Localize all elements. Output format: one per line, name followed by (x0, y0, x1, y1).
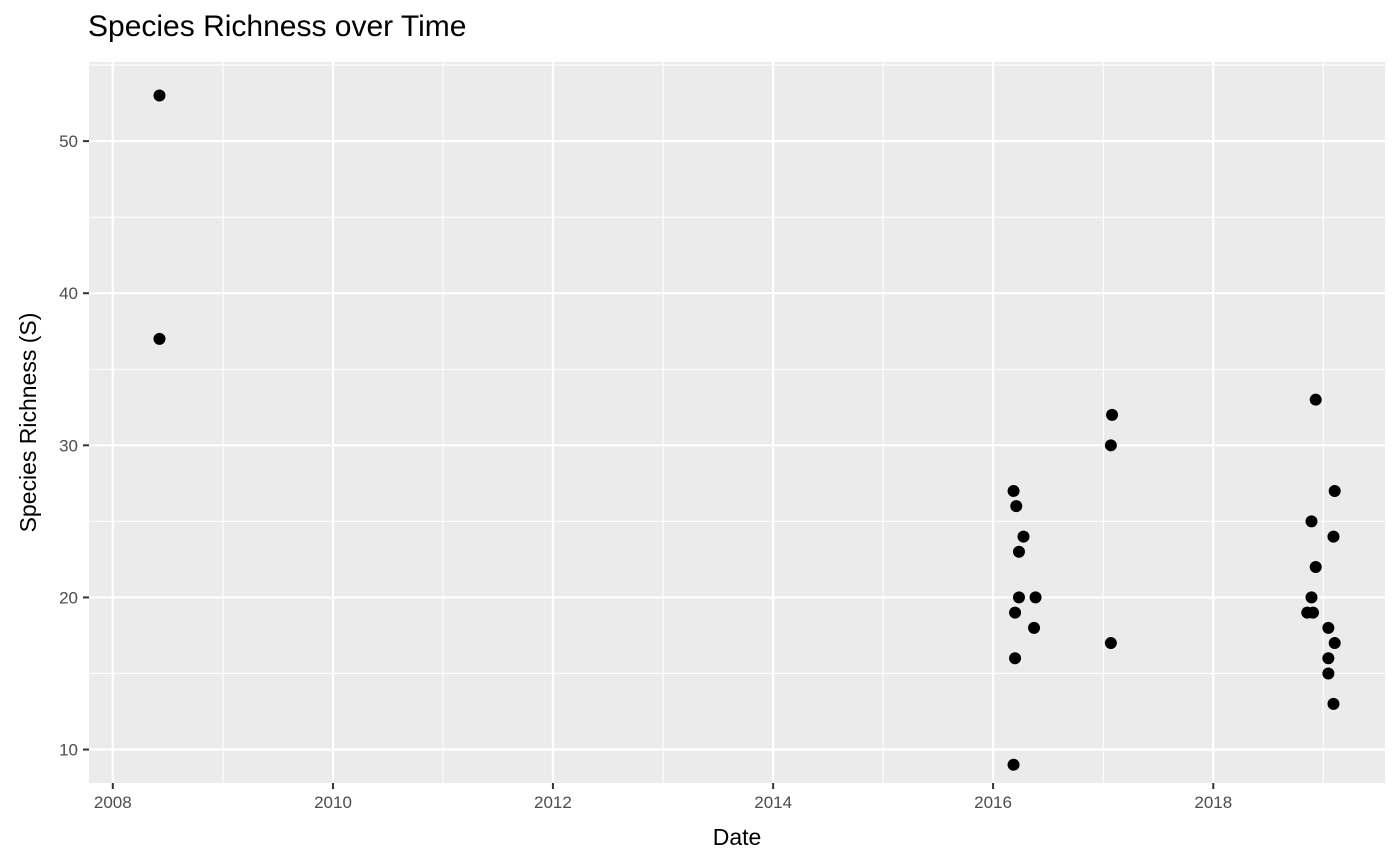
data-point (1009, 606, 1022, 619)
y-tick-label: 40 (59, 284, 78, 303)
data-point (1328, 484, 1341, 497)
grid-major (89, 62, 1385, 783)
chart-title: Species Richness over Time (88, 10, 467, 43)
data-point (1309, 561, 1322, 574)
y-axis-title: Species Richness (S) (15, 313, 41, 533)
x-tick-label: 2018 (1194, 793, 1232, 812)
data-point (1327, 697, 1340, 710)
data-point (1327, 530, 1340, 543)
data-point (1328, 637, 1341, 650)
x-tick-label: 2016 (974, 793, 1012, 812)
data-point (1305, 515, 1318, 528)
data-point (1104, 439, 1117, 452)
plot-panel (89, 62, 1385, 783)
y-axis: 10 20 30 40 50 (59, 132, 89, 760)
y-tick-label: 30 (59, 436, 78, 455)
data-point (1028, 621, 1041, 634)
data-point (1007, 758, 1020, 771)
data-point (1010, 500, 1023, 513)
data-point (1322, 667, 1335, 680)
data-point (1322, 621, 1335, 634)
data-point (1309, 393, 1322, 406)
grid-minor (89, 62, 1385, 783)
data-point (1029, 591, 1042, 604)
x-tick-label: 2014 (754, 793, 792, 812)
y-tick-label: 20 (59, 588, 78, 607)
x-tick-label: 2012 (534, 793, 572, 812)
x-tick-label: 2010 (314, 793, 352, 812)
data-point (1305, 591, 1318, 604)
data-point (1012, 545, 1025, 558)
data-point (1009, 652, 1022, 665)
y-tick-label: 10 (59, 741, 78, 760)
data-point (1106, 408, 1119, 421)
data-point (1104, 637, 1117, 650)
data-point (1012, 591, 1025, 604)
data-point (1017, 530, 1030, 543)
y-tick-label: 50 (59, 132, 78, 151)
data-point (1322, 652, 1335, 665)
x-tick-label: 2008 (94, 793, 132, 812)
data-point (153, 89, 166, 102)
data-point (1307, 606, 1319, 619)
x-axis-title: Date (713, 824, 762, 850)
data-points (153, 89, 1341, 771)
x-axis: 2008 2010 2012 2014 2016 2018 (94, 783, 1232, 812)
data-point (153, 332, 166, 345)
data-point (1007, 484, 1020, 497)
